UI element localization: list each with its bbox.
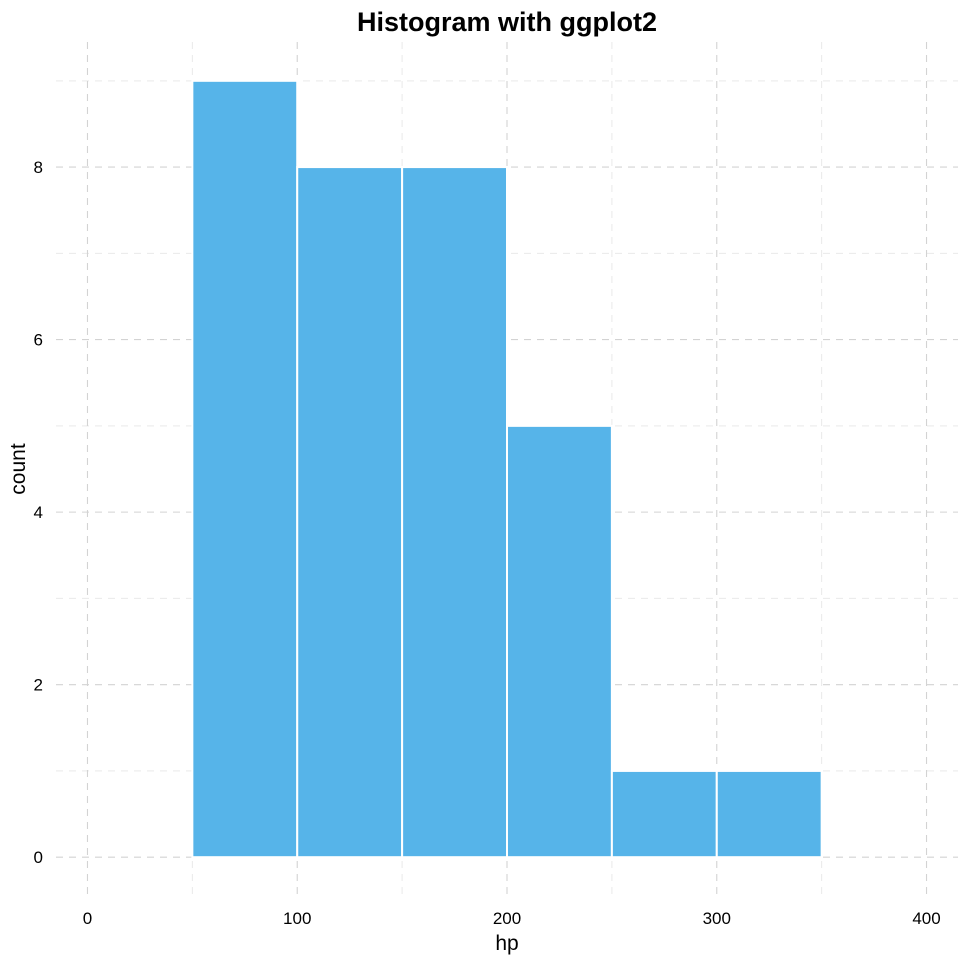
x-tick-label: 300 <box>703 909 731 928</box>
histogram-bar <box>506 424 613 859</box>
histogram-bar <box>401 166 508 859</box>
y-tick-label: 0 <box>34 848 43 867</box>
y-tick-label: 8 <box>34 158 43 177</box>
x-tick-label: 0 <box>83 909 92 928</box>
y-axis-title: count <box>7 443 30 495</box>
y-axis-tick-labels: 0 2 4 6 8 <box>34 158 43 867</box>
y-tick-label: 2 <box>34 676 43 695</box>
y-tick-label: 6 <box>34 331 43 350</box>
x-tick-label: 400 <box>912 909 940 928</box>
chart-title: Histogram with ggplot2 <box>357 7 657 37</box>
histogram-bar <box>715 769 823 859</box>
x-tick-label: 100 <box>283 909 311 928</box>
histogram-bar <box>296 166 404 859</box>
x-axis-tick-labels: 0 100 200 300 400 <box>83 909 941 928</box>
y-tick-label: 4 <box>34 503 43 522</box>
bars-layer <box>191 79 823 859</box>
x-tick-label: 200 <box>493 909 521 928</box>
histogram-bar <box>191 79 299 859</box>
x-axis-title: hp <box>495 932 518 955</box>
histogram-bar <box>610 769 718 859</box>
